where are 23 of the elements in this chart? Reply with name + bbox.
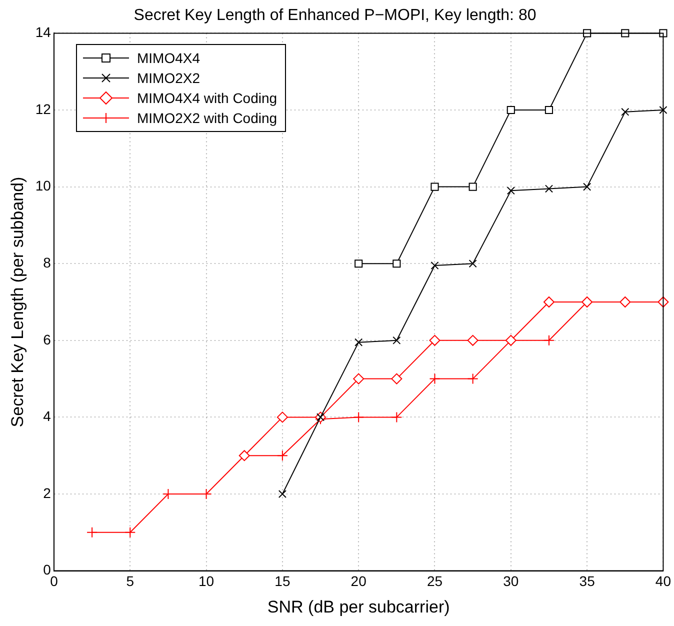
x-tick-label: 25 — [426, 573, 443, 590]
y-tick-label: 10 — [35, 178, 52, 194]
legend-label: MIMO2X2 — [137, 70, 200, 86]
x-axis-title: SNR (dB per subcarrier) — [267, 597, 450, 616]
y-tick-label: 6 — [43, 331, 52, 348]
x-tick-label: 15 — [274, 573, 290, 590]
x-tick-label: 5 — [126, 573, 134, 590]
legend-label: MIMO4X4 — [137, 50, 200, 66]
x-tick-label: 40 — [655, 573, 672, 590]
y-tick-label: 12 — [35, 100, 52, 117]
y-tick-label: 8 — [43, 254, 52, 270]
x-tick-label: 20 — [350, 573, 367, 590]
x-tick-label: 10 — [198, 573, 214, 590]
legend-label: MIMO2X2 with Coding — [137, 110, 278, 126]
y-tick-label: 14 — [35, 24, 52, 40]
legend-label: MIMO4X4 with Coding — [137, 90, 278, 106]
y-tick-label: 0 — [43, 562, 52, 578]
chart-title: Secret Key Length of Enhanced P−MOPI, Key length: 80 — [134, 7, 536, 24]
y-tick-label: 4 — [43, 408, 52, 424]
y-tick-label: 2 — [43, 484, 52, 501]
y-axis-title: Secret Key Length (per subband) — [8, 176, 27, 428]
x-tick-label: 35 — [579, 573, 596, 590]
x-tick-label: 30 — [503, 573, 519, 590]
